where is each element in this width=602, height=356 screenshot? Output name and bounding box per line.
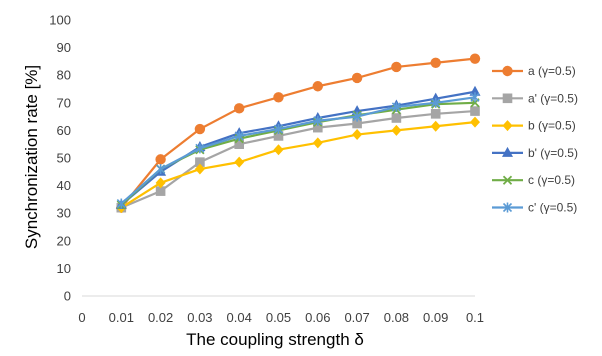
x-tick-label: 0.04 [227,310,252,325]
x-tick-label: 0.01 [109,310,134,325]
legend-marker [502,146,513,157]
data-point [312,81,323,92]
data-point [234,139,244,149]
legend-item: a (γ=0.5) [492,64,576,78]
series-3 [116,116,480,214]
series-6 [116,92,480,209]
legend-label: a' (γ=0.5) [528,91,578,105]
x-axis-ticks: 0 0.01 0.02 0.03 0.04 0.05 0.06 0.07 0.08 0.09 0.1 [78,310,484,325]
data-point [352,129,363,141]
y-tick-label: 50 [57,151,71,166]
y-tick-label: 0 [64,289,71,304]
series-line [120,96,476,205]
x-tick-label: 0.1 [466,310,484,325]
legend-item: a' (γ=0.5) [492,91,578,105]
x-tick-label: 0.06 [305,310,330,325]
data-point [430,109,441,119]
data-point [194,163,205,175]
y-tick-label: 80 [57,68,71,83]
x-tick-label: 0.03 [187,310,212,325]
data-point [431,97,441,108]
y-tick-label: 30 [57,206,71,221]
data-point [430,120,441,132]
legend-marker [502,120,513,132]
y-axis-title: Synchronization rate [%] [22,65,41,249]
x-tick-label: 0.05 [266,310,291,325]
data-point [273,144,284,156]
y-tick-label: 40 [57,178,71,193]
y-tick-label: 60 [57,123,71,138]
legend-item: c' (γ=0.5) [492,201,577,215]
y-axis-ticks: 0 10 20 30 40 50 60 70 80 90 100 [49,13,71,304]
data-point [156,164,166,175]
x-tick-label: 0 [78,310,85,325]
data-point [273,92,284,103]
series-line [120,121,476,209]
legend-item: b (γ=0.5) [492,119,576,133]
legend-label: b' (γ=0.5) [528,146,578,160]
data-point [470,92,480,103]
data-point [469,85,481,96]
series-line [120,57,476,209]
data-point [313,115,323,126]
data-point [352,118,362,129]
data-point [313,122,323,133]
data-point [273,131,284,141]
data-point [195,157,205,167]
y-tick-label: 90 [57,40,71,55]
x-axis-title: The coupling strength δ [186,330,364,349]
data-point [391,124,402,136]
x-tick-label: 0.09 [423,310,448,325]
y-tick-label: 10 [57,261,71,276]
data-point [351,72,363,84]
y-tick-label: 70 [57,95,71,110]
data-point [155,154,166,165]
data-point [273,124,284,135]
data-point [234,156,245,168]
data-point [470,116,480,128]
data-point [195,143,205,154]
series-layer [115,53,481,214]
y-tick-label: 100 [49,13,71,28]
legend-item: c (γ=0.5) [492,173,575,187]
data-point [116,198,126,209]
legend-label: b (γ=0.5) [528,119,576,133]
legend-marker [502,65,513,77]
series-line [120,101,476,206]
data-point [312,137,323,149]
data-point [391,113,402,123]
data-point [234,103,245,114]
legend: a (γ=0.5) a' (γ=0.5) b (γ=0.5) b' (γ=0.5) c … [492,64,578,215]
data-point [430,57,441,68]
data-point [469,53,481,64]
legend-marker [502,175,513,185]
legend-marker [502,202,513,213]
legend-marker [502,93,513,104]
y-tick-label: 20 [57,233,71,248]
x-tick-label: 0.07 [344,310,369,325]
data-point [391,101,401,112]
data-point [234,130,244,141]
series-1 [116,53,481,213]
legend-label: c' (γ=0.5) [528,201,577,215]
legend-label: a (γ=0.5) [528,64,576,78]
data-point [470,106,480,116]
x-tick-label: 0.08 [384,310,409,325]
legend-label: c (γ=0.5) [528,173,575,187]
data-point [155,177,166,189]
x-tick-label: 0.02 [148,310,173,325]
legend-item: b' (γ=0.5) [492,146,578,160]
data-point [352,111,362,122]
data-point [194,123,206,135]
data-point [391,61,402,73]
data-point [155,186,166,196]
